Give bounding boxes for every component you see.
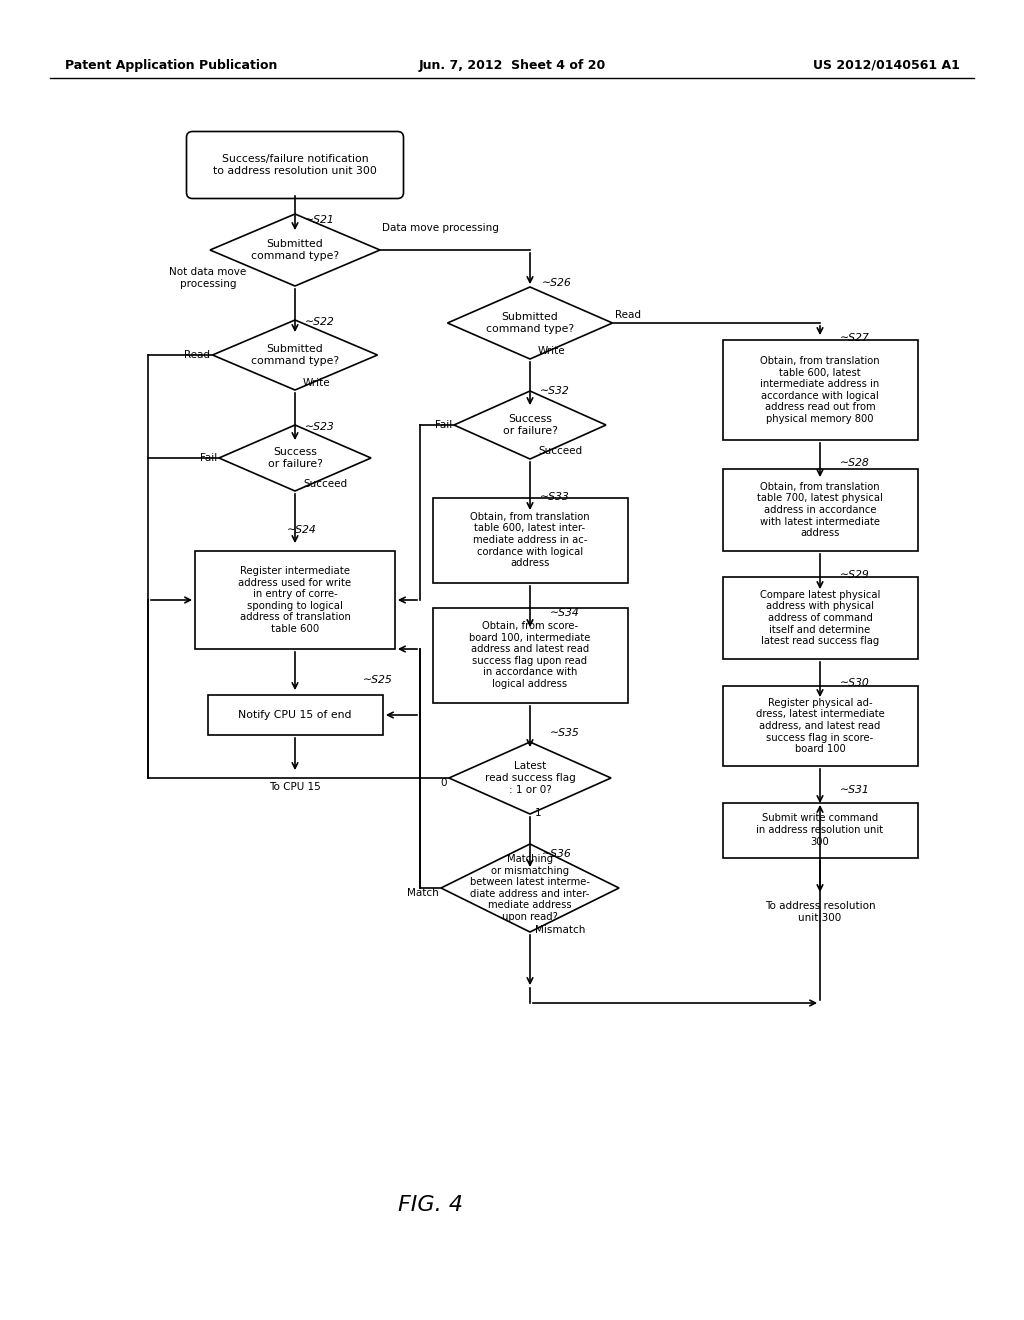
Text: Submitted
command type?: Submitted command type? [251, 239, 339, 261]
Text: Submit write command
in address resolution unit
300: Submit write command in address resoluti… [757, 813, 884, 846]
Text: Obtain, from score-
board 100, intermediate
address and latest read
success flag: Obtain, from score- board 100, intermedi… [469, 620, 591, 689]
Text: Read: Read [184, 350, 210, 360]
Text: Matching
or mismatching
between latest interme-
diate address and inter-
mediate: Matching or mismatching between latest i… [470, 854, 590, 921]
Bar [723, 341, 918, 440]
Text: Register physical ad-
dress, latest intermediate
address, and latest read
succes: Register physical ad- dress, latest inte… [756, 698, 885, 754]
Text: 0: 0 [440, 777, 447, 788]
Text: Not data move
processing: Not data move processing [169, 267, 247, 289]
Text: ∼S30: ∼S30 [840, 678, 869, 688]
Text: ∼S25: ∼S25 [362, 675, 393, 685]
Text: Success
or failure?: Success or failure? [503, 414, 557, 436]
Bar [432, 607, 628, 702]
Polygon shape [441, 843, 618, 932]
Text: ∼S36: ∼S36 [542, 849, 571, 859]
Text: Success
or failure?: Success or failure? [267, 447, 323, 469]
Text: ∼S29: ∼S29 [840, 570, 869, 579]
Text: ∼S33: ∼S33 [540, 492, 569, 502]
Text: Latest
read success flag
: 1 or 0?: Latest read success flag : 1 or 0? [484, 762, 575, 795]
Text: Obtain, from translation
table 700, latest physical
address in accordance
with l: Obtain, from translation table 700, late… [757, 482, 883, 539]
Polygon shape [447, 286, 612, 359]
Text: Read: Read [615, 310, 641, 319]
Text: Write: Write [303, 378, 331, 388]
Text: Obtain, from translation
table 600, latest
intermediate address in
accordance wi: Obtain, from translation table 600, late… [760, 356, 880, 424]
Bar [723, 469, 918, 550]
Text: Success/failure notification
to address resolution unit 300: Success/failure notification to address … [213, 154, 377, 176]
Text: 1: 1 [535, 808, 542, 818]
Text: ∼S35: ∼S35 [550, 729, 580, 738]
Text: Obtain, from translation
table 600, latest inter-
mediate address in ac-
cordanc: Obtain, from translation table 600, late… [470, 512, 590, 568]
Text: ∼S34: ∼S34 [550, 609, 580, 618]
Text: Fail: Fail [200, 453, 217, 463]
Text: Notify CPU 15 of end: Notify CPU 15 of end [239, 710, 352, 719]
Polygon shape [454, 391, 606, 459]
Text: Succeed: Succeed [303, 479, 347, 488]
Text: US 2012/0140561 A1: US 2012/0140561 A1 [813, 58, 961, 71]
Text: Submitted
command type?: Submitted command type? [486, 313, 574, 334]
Bar [195, 550, 395, 649]
Polygon shape [449, 742, 611, 814]
Text: ∼S23: ∼S23 [305, 422, 335, 432]
Text: Patent Application Publication: Patent Application Publication [65, 58, 278, 71]
Text: Write: Write [538, 346, 565, 356]
Text: ∼S27: ∼S27 [840, 333, 869, 343]
Bar [723, 686, 918, 766]
Text: Match: Match [408, 888, 439, 898]
Text: Jun. 7, 2012  Sheet 4 of 20: Jun. 7, 2012 Sheet 4 of 20 [419, 58, 605, 71]
Text: Submitted
command type?: Submitted command type? [251, 345, 339, 366]
Bar [432, 498, 628, 582]
Text: ∼S26: ∼S26 [542, 279, 571, 288]
Text: ∼S28: ∼S28 [840, 458, 869, 469]
Bar [208, 696, 383, 735]
Text: Compare latest physical
address with physical
address of command
itself and dete: Compare latest physical address with phy… [760, 590, 881, 647]
Text: Succeed: Succeed [538, 446, 582, 455]
Text: ∼S24: ∼S24 [287, 525, 316, 535]
Text: ∼S22: ∼S22 [305, 317, 335, 327]
Text: To CPU 15: To CPU 15 [269, 781, 321, 792]
Text: ∼S21: ∼S21 [305, 215, 335, 224]
Bar [723, 577, 918, 659]
Text: Mismatch: Mismatch [535, 925, 586, 935]
FancyBboxPatch shape [186, 132, 403, 198]
Text: To address resolution
unit 300: To address resolution unit 300 [765, 902, 876, 923]
Polygon shape [213, 319, 378, 389]
Text: Fail: Fail [435, 420, 452, 430]
Text: Data move processing: Data move processing [382, 223, 499, 234]
Text: ∼S32: ∼S32 [540, 385, 569, 396]
Text: FIG. 4: FIG. 4 [397, 1195, 463, 1214]
Polygon shape [219, 425, 371, 491]
Text: Register intermediate
address used for write
in entry of corre-
sponding to logi: Register intermediate address used for w… [239, 566, 351, 634]
Polygon shape [210, 214, 380, 286]
Text: ∼S31: ∼S31 [840, 785, 869, 795]
Bar [723, 803, 918, 858]
